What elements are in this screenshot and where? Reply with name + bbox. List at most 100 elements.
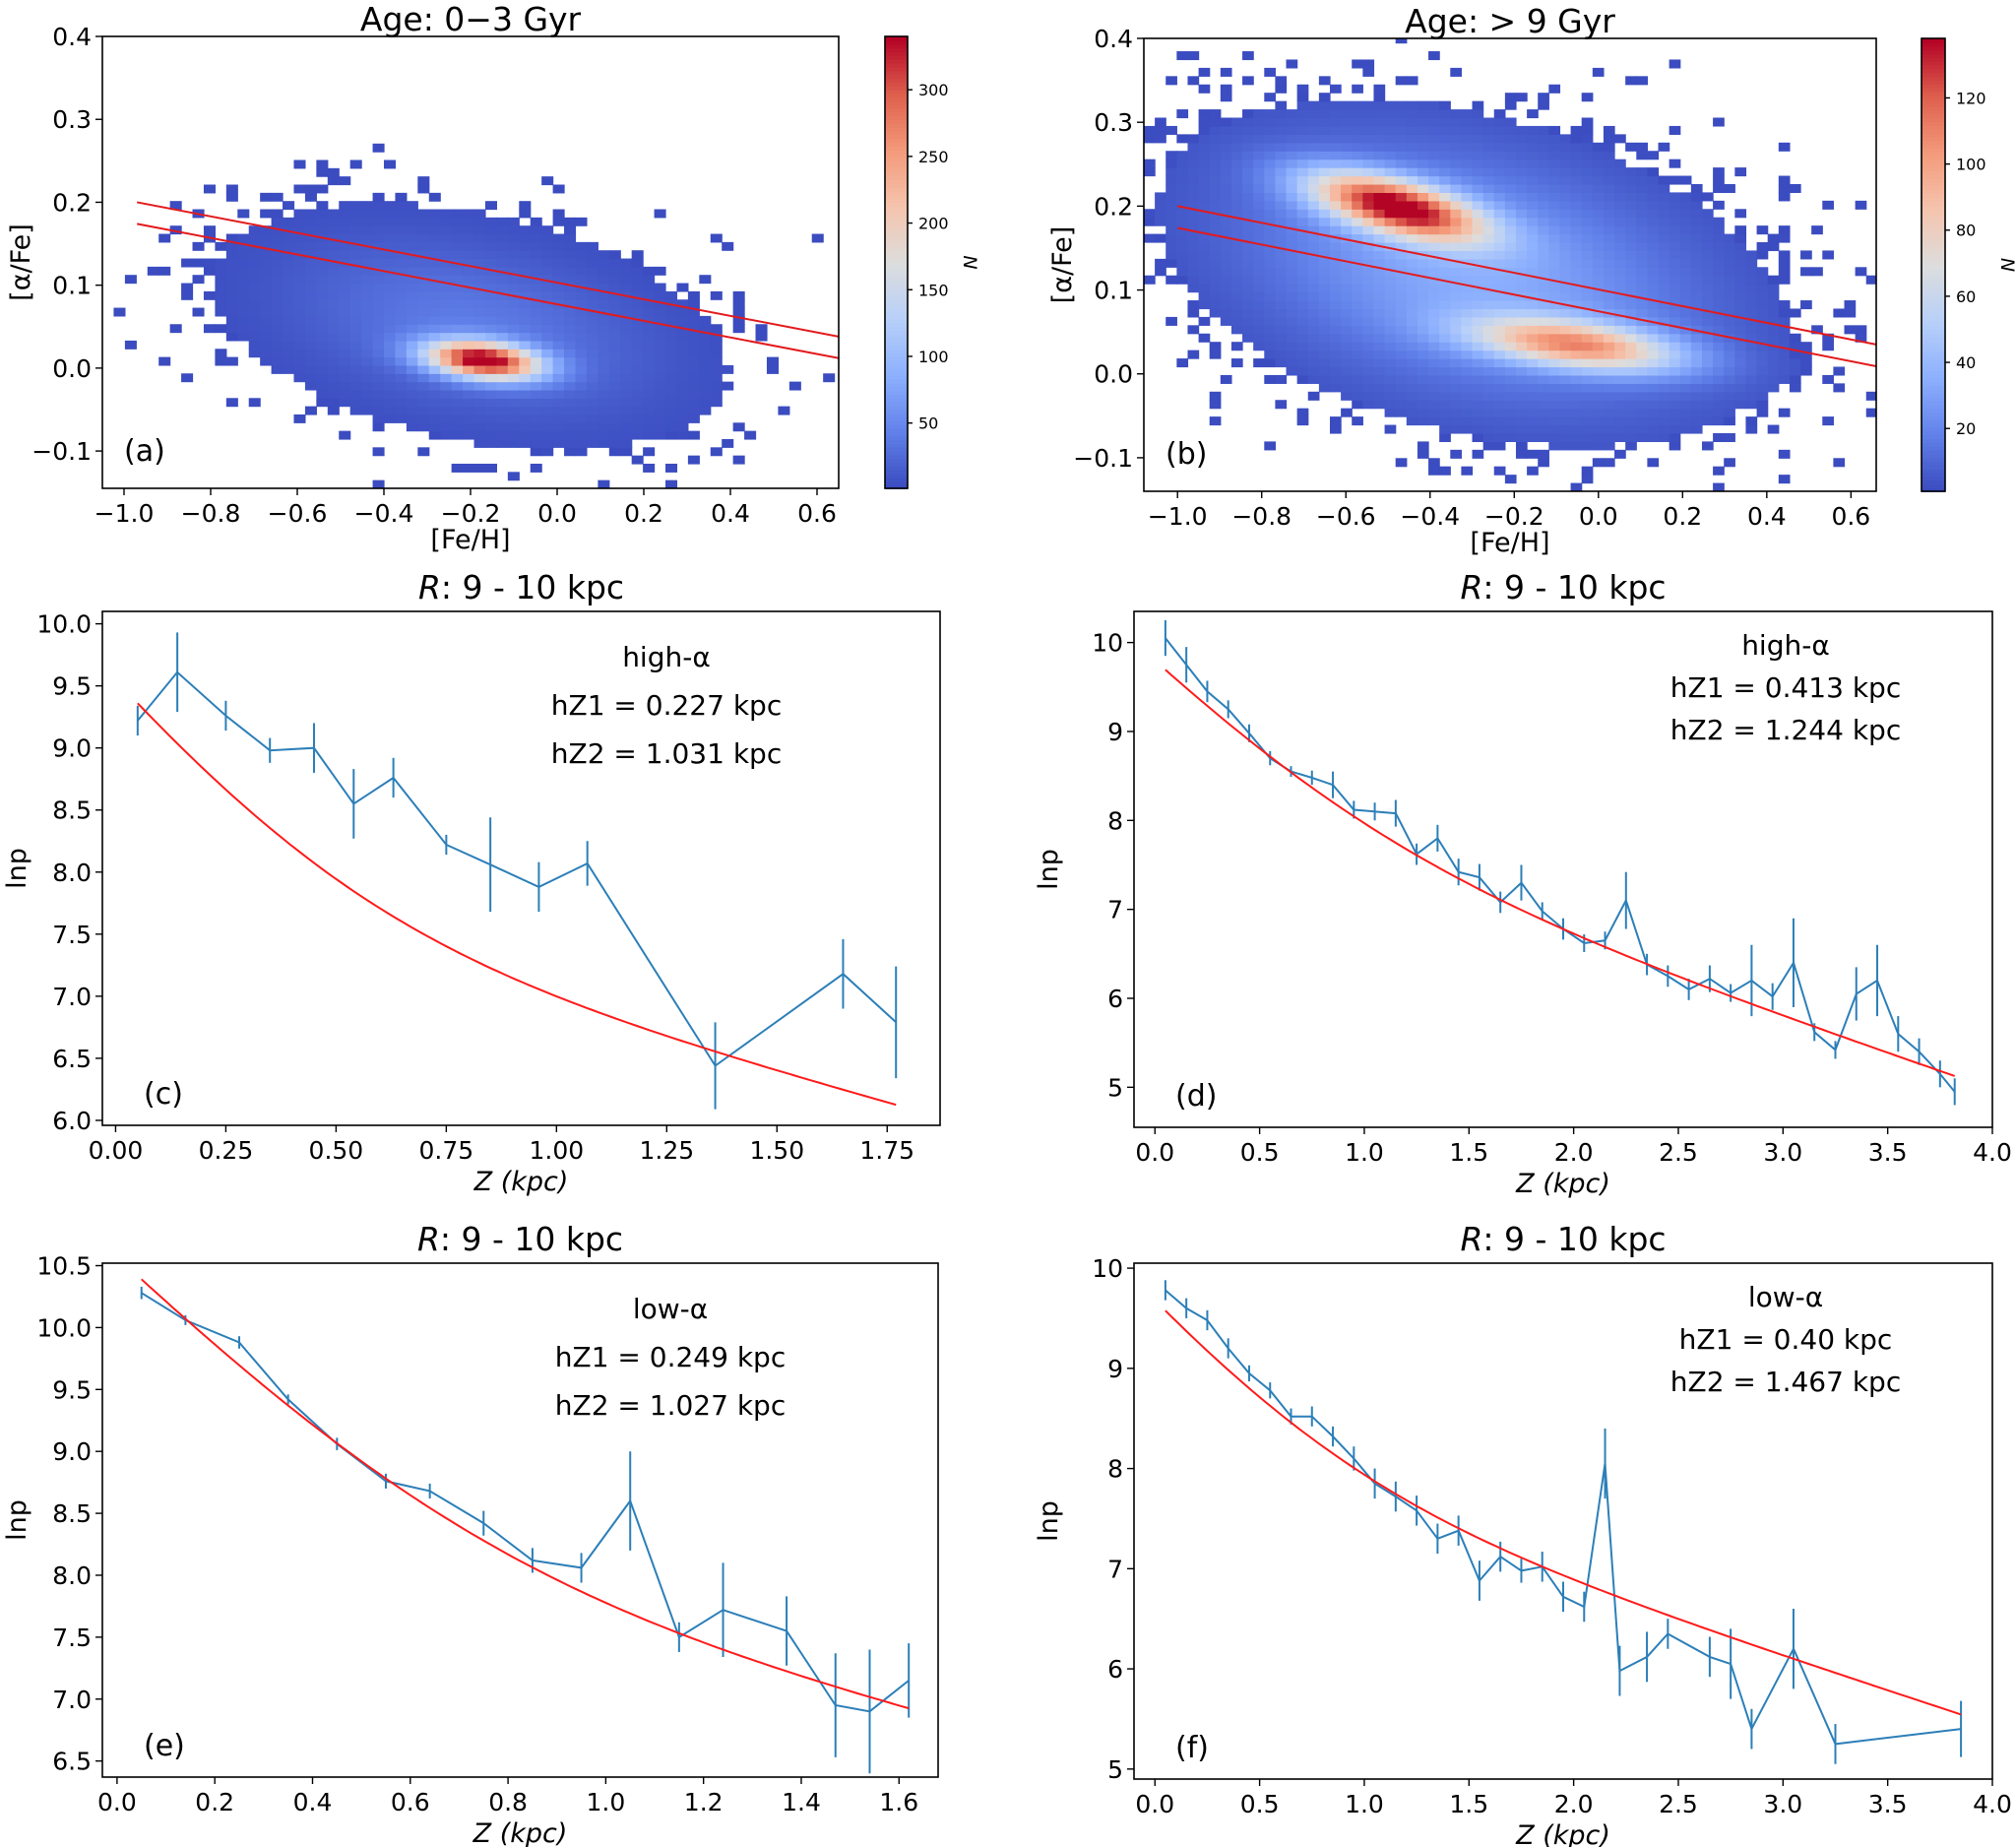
heatmap-cell <box>1417 125 1429 135</box>
heatmap-cell <box>1275 325 1288 335</box>
heatmap-cell <box>496 430 509 440</box>
heatmap-cell <box>1264 284 1277 293</box>
heatmap-cell <box>1362 267 1375 277</box>
heatmap-cell <box>1527 258 1539 268</box>
heatmap-cell <box>1504 142 1517 152</box>
heatmap-cell <box>169 324 182 334</box>
heatmap-cell <box>248 290 261 300</box>
heatmap-cell <box>1450 300 1462 310</box>
heatmap-cell <box>1428 183 1440 193</box>
heatmap-cell <box>1450 408 1462 417</box>
heatmap-cell <box>361 315 374 325</box>
heatmap-cell <box>372 356 385 366</box>
heatmap-cell <box>428 398 441 408</box>
heatmap-cell <box>1778 275 1791 285</box>
heatmap-cell <box>732 455 745 465</box>
heatmap-cell <box>643 414 656 423</box>
heatmap-cell <box>1439 225 1451 235</box>
heatmap-cell <box>1690 258 1703 268</box>
heatmap-cell <box>608 430 621 440</box>
colorbar-step <box>1922 57 1945 62</box>
heatmap-cell <box>575 349 588 358</box>
heatmap-cell <box>1493 291 1506 301</box>
heatmap-cell <box>1636 408 1648 417</box>
heatmap-cell <box>440 258 453 268</box>
heatmap-cell <box>1439 408 1451 417</box>
heatmap-cell <box>1767 383 1780 393</box>
y-axis-label: [α/Fe] <box>6 223 36 301</box>
heatmap-cell <box>283 315 295 325</box>
colorbar-step <box>885 119 908 124</box>
heatmap-cell <box>496 217 509 226</box>
heatmap-cell <box>215 241 227 251</box>
heatmap-cell <box>1329 291 1342 301</box>
x-tick-label: 0.0 <box>537 499 577 528</box>
heatmap-cell <box>1548 424 1561 434</box>
colorbar-step <box>885 375 908 380</box>
heatmap-cell <box>1636 350 1648 359</box>
heatmap-cell <box>316 349 329 358</box>
heatmap-cell <box>1166 192 1177 202</box>
heatmap-cell <box>1625 300 1637 310</box>
heatmap-cell <box>1264 358 1277 368</box>
heatmap-cell <box>428 315 441 325</box>
heatmap-cell <box>1724 416 1735 426</box>
heatmap-cell <box>710 340 723 350</box>
heatmap-cell <box>1701 291 1714 301</box>
heatmap-cell <box>541 398 554 408</box>
heatmap-cell <box>1307 175 1320 185</box>
heatmap-cell <box>1275 400 1288 410</box>
heatmap-cell <box>564 315 577 325</box>
heatmap-cell <box>1242 51 1254 61</box>
heatmap-cell <box>1493 325 1506 335</box>
heatmap-cell <box>507 438 520 448</box>
heatmap-cell <box>1362 183 1375 193</box>
title-rest: : 9 - 10 kpc <box>1482 1220 1666 1258</box>
heatmap-cell <box>1264 200 1277 210</box>
heatmap-cell <box>575 241 588 251</box>
heatmap-cell <box>710 398 723 408</box>
heatmap-cell <box>349 209 362 219</box>
heatmap-cell <box>1362 100 1375 110</box>
heatmap-cell <box>620 266 633 276</box>
heatmap-cell <box>1264 258 1277 268</box>
colorbar-step <box>885 363 908 369</box>
heatmap-cell <box>384 349 397 358</box>
heatmap-cell <box>1329 175 1342 185</box>
colorbar-step <box>1922 121 1945 126</box>
heatmap-cell <box>1800 267 1812 277</box>
heatmap-cell <box>293 332 306 342</box>
heatmap-cell <box>293 414 306 423</box>
heatmap-cell <box>1461 466 1474 476</box>
heatmap-cell <box>1362 109 1375 119</box>
heatmap-cell <box>1428 51 1440 61</box>
heatmap-cell <box>1647 342 1660 351</box>
heatmap-cell <box>1406 200 1418 210</box>
heatmap-cell <box>349 290 362 300</box>
heatmap-cell <box>1341 358 1353 368</box>
heatmap-cell <box>552 217 565 226</box>
heatmap-cell <box>1592 233 1605 243</box>
heatmap-cell <box>203 184 216 194</box>
heatmap-cell <box>293 349 306 358</box>
heatmap-cell <box>417 373 430 383</box>
heatmap-cell <box>1504 183 1517 193</box>
colorbar-step <box>1922 487 1945 492</box>
heatmap-cell <box>665 381 678 391</box>
heatmap-cell <box>1230 325 1243 335</box>
heatmap-cell <box>1482 374 1495 384</box>
heatmap-cell <box>598 315 610 325</box>
heatmap-cell <box>1515 449 1528 459</box>
heatmap-cell <box>1296 358 1309 368</box>
heatmap-cell <box>564 381 577 391</box>
heatmap-cell <box>1592 242 1605 252</box>
heatmap-cell <box>1373 151 1386 160</box>
heatmap-cell <box>564 266 577 276</box>
heatmap-cell <box>1144 217 1156 226</box>
heatmap-cell <box>608 364 621 374</box>
heatmap-cell <box>1581 242 1594 252</box>
heatmap-cell <box>484 364 497 374</box>
y-tick-label: 6.0 <box>52 1107 92 1135</box>
heatmap-cell <box>1318 209 1331 219</box>
heatmap-cell <box>1701 316 1714 326</box>
